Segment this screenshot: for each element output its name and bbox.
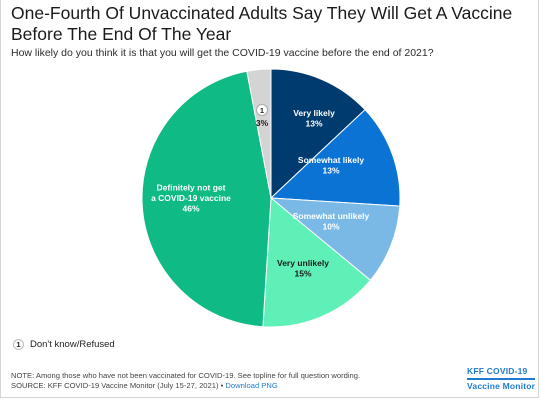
- download-png-link[interactable]: Download PNG: [225, 380, 278, 390]
- page-subtitle: How likely do you think it is that you w…: [11, 47, 434, 59]
- slice-value-dont-know-refused: 3%: [256, 118, 269, 128]
- slice-label-very-unlikely: Very unlikely: [277, 258, 329, 268]
- brand-logo: KFF COVID-19 Vaccine Monitor: [467, 366, 536, 392]
- slice-label-somewhat-unlikely: Somewhat unlikely: [293, 211, 370, 221]
- slice-value-definitely-not-get-a-covid-19-vaccine: 46%: [182, 204, 199, 214]
- slice-value-very-likely: 13%: [305, 118, 322, 128]
- pie-slice-very-likely: [270, 68, 366, 200]
- brand-line-1: KFF COVID-19: [467, 366, 528, 376]
- legend-badge: 1: [13, 339, 24, 350]
- footer-source: SOURCE: KFF COVID-19 Vaccine Monitor (Ju…: [11, 380, 224, 390]
- pie-slice-somewhat-unlikely: [269, 197, 401, 281]
- page-title: One-Fourth Of Unvaccinated Adults Say Th…: [11, 3, 513, 44]
- pie-slice-dont-know-refused: [246, 68, 272, 199]
- slice-value-very-unlikely: 15%: [294, 268, 311, 278]
- footer-note: NOTE: Among those who have not been vacc…: [11, 371, 361, 380]
- slice-label-somewhat-likely: Somewhat likely: [298, 155, 364, 165]
- footer: NOTE: Among those who have not been vacc…: [11, 371, 360, 390]
- pie-slice-somewhat-likely: [269, 108, 401, 207]
- slice-label-definitely-not-get-a-covid-19-vaccine: Definitely not get a COVID-19 vaccine: [151, 183, 231, 204]
- slice-value-somewhat-unlikely: 10%: [322, 221, 339, 231]
- legend-label: Don't know/Refused: [30, 339, 115, 350]
- slice-label-dont-know-refused: 1: [260, 106, 264, 115]
- brand-line-2: Vaccine Monitor: [467, 378, 536, 392]
- slice-value-somewhat-likely: 13%: [322, 165, 339, 175]
- pie-slice-definitely-not-get-a-covid-19-vaccine: [141, 70, 272, 328]
- legend-note: 1 Don't know/Refused: [13, 339, 115, 350]
- pie-slice-very-unlikely: [262, 196, 372, 328]
- slice-badge-circle: [256, 104, 268, 116]
- slice-label-very-likely: Very likely: [293, 108, 335, 118]
- footer-source-line: SOURCE: KFF COVID-19 Vaccine Monitor (Ju…: [11, 381, 360, 391]
